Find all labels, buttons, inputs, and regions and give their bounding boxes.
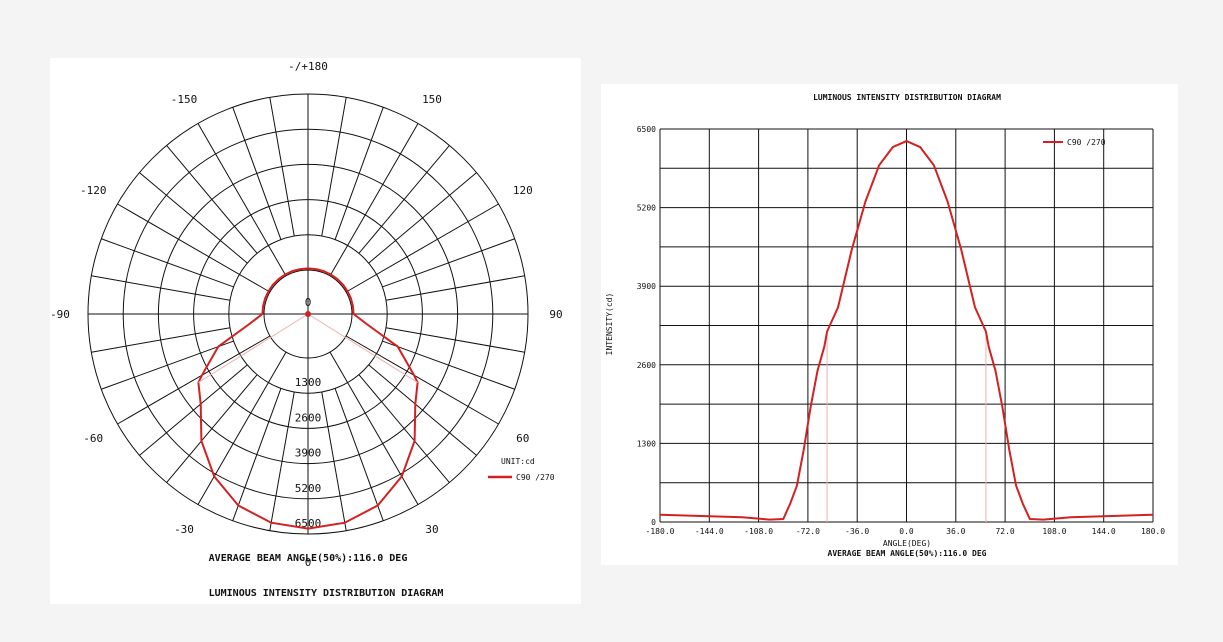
polar-ring-label: 2600 (295, 411, 322, 424)
polar-spoke (345, 335, 499, 425)
polar-spoke (269, 97, 295, 237)
polar-spoke (91, 327, 231, 353)
polar-grid (87, 93, 529, 535)
polar-spoke (329, 123, 419, 277)
polar-spoke (101, 340, 234, 390)
polar-spoke (358, 145, 450, 254)
polar-angle-label: -120 (80, 184, 107, 197)
polar-spoke (385, 275, 525, 301)
polar-angle-label: 90 (549, 308, 562, 321)
unit-label: UNIT:cd (501, 457, 535, 466)
x-tick-label: 180.0 (1141, 527, 1165, 536)
polar-spoke (329, 351, 419, 505)
polar-beam-ray (198, 313, 309, 383)
polar-angle-label: 120 (513, 184, 533, 197)
x-tick-label: -180.0 (646, 527, 675, 536)
x-axis-label: ANGLE(DEG) (883, 539, 931, 548)
polar-spoke (382, 238, 515, 288)
polar-spoke (197, 123, 287, 277)
x-tick-label: -72.0 (796, 527, 820, 536)
polar-angle-label: -60 (83, 432, 103, 445)
polar-title: LUMINOUS INTENSITY DISTRIBUTION DIAGRAM (209, 588, 444, 599)
polar-angle-label: 60 (516, 432, 529, 445)
polar-spoke (139, 364, 248, 456)
polar-spoke (91, 275, 231, 301)
polar-legend-label: C90 /270 (516, 473, 555, 482)
polar-chart: -/+180 150 120 90 60 30 0 -30 -60 -90 -120 -150 0 130… (50, 60, 563, 599)
polar-subtitle: AVERAGE BEAM ANGLE(50%):116.0 DEG (209, 553, 408, 564)
polar-spoke (368, 172, 477, 264)
polar-spoke (345, 203, 499, 293)
polar-spoke (334, 388, 384, 521)
polar-spoke (232, 107, 282, 240)
polar-center-point (305, 311, 311, 317)
polar-beam-ray (307, 313, 418, 383)
polar-spoke (269, 391, 295, 531)
cartesian-chart: LUMINOUS INTENSITY DISTRIBUTION DIAGRAM … (605, 93, 1165, 558)
polar-angle-label: -30 (174, 523, 194, 536)
y-tick-label: 2600 (637, 361, 656, 370)
polar-spoke (358, 374, 450, 483)
polar-spoke (368, 364, 477, 456)
polar-spoke (117, 335, 271, 425)
cartesian-grid (659, 128, 1154, 523)
polar-spoke (382, 340, 515, 390)
y-tick-label: 3900 (637, 282, 656, 291)
y-tick-label: 6500 (637, 125, 656, 134)
polar-ring-label: 0 (305, 296, 312, 309)
x-tick-label: -36.0 (845, 527, 869, 536)
y-tick-label: 0 (651, 518, 656, 527)
polar-spoke (139, 172, 248, 264)
polar-angle-label: -150 (171, 93, 198, 106)
polar-spoke (166, 145, 258, 254)
polar-series-curve (197, 267, 419, 530)
polar-labels: -/+180 150 120 90 60 30 0 -30 -60 -90 -120 -150 0 130… (50, 60, 563, 569)
cartesian-legend-label: C90 /270 (1067, 138, 1106, 147)
cartesian-chart-panel: LUMINOUS INTENSITY DISTRIBUTION DIAGRAM … (601, 84, 1178, 565)
polar-spoke (101, 238, 234, 288)
polar-angle-label: 30 (425, 523, 438, 536)
polar-spoke (232, 388, 282, 521)
polar-angle-label: 0 (305, 556, 312, 569)
polar-spoke (166, 374, 258, 483)
polar-spoke (321, 97, 347, 237)
y-tick-label: 5200 (637, 204, 656, 213)
y-tick-label: 1300 (637, 439, 656, 448)
cartesian-title: LUMINOUS INTENSITY DISTRIBUTION DIAGRAM (813, 93, 1001, 102)
x-tick-label: -108.0 (744, 527, 773, 536)
polar-angle-label: 150 (422, 93, 442, 106)
x-tick-label: 36.0 (946, 527, 965, 536)
polar-spoke (334, 107, 384, 240)
polar-angle-label: -/+180 (288, 60, 328, 73)
polar-ring-label: 1300 (295, 376, 322, 389)
polar-ring-label: 5200 (295, 482, 322, 495)
x-tick-label: 144.0 (1092, 527, 1116, 536)
cartesian-series (659, 140, 1154, 522)
polar-spoke (385, 327, 525, 353)
cartesian-ticks: -180.0 -144.0 -108.0 -72.0 -36.0 0.0 36.0 72.0 1… (637, 125, 1165, 536)
polar-series (197, 267, 419, 530)
polar-spoke (117, 203, 271, 293)
y-axis-label: INTENSITY(cd) (605, 293, 614, 356)
polar-angle-label: -90 (50, 308, 70, 321)
x-tick-label: 108.0 (1042, 527, 1066, 536)
cartesian-subtitle: AVERAGE BEAM ANGLE(50%):116.0 DEG (828, 549, 987, 558)
x-tick-label: 72.0 (995, 527, 1014, 536)
x-tick-label: 0.0 (899, 527, 914, 536)
x-tick-label: -144.0 (695, 527, 724, 536)
polar-ring-label: 3900 (295, 447, 322, 460)
polar-chart-panel: -/+180 150 120 90 60 30 0 -30 -60 -90 -120 -150 0 130… (50, 58, 581, 604)
cartesian-series-line (659, 140, 1154, 521)
polar-spoke (197, 351, 287, 505)
polar-spoke (321, 391, 347, 531)
